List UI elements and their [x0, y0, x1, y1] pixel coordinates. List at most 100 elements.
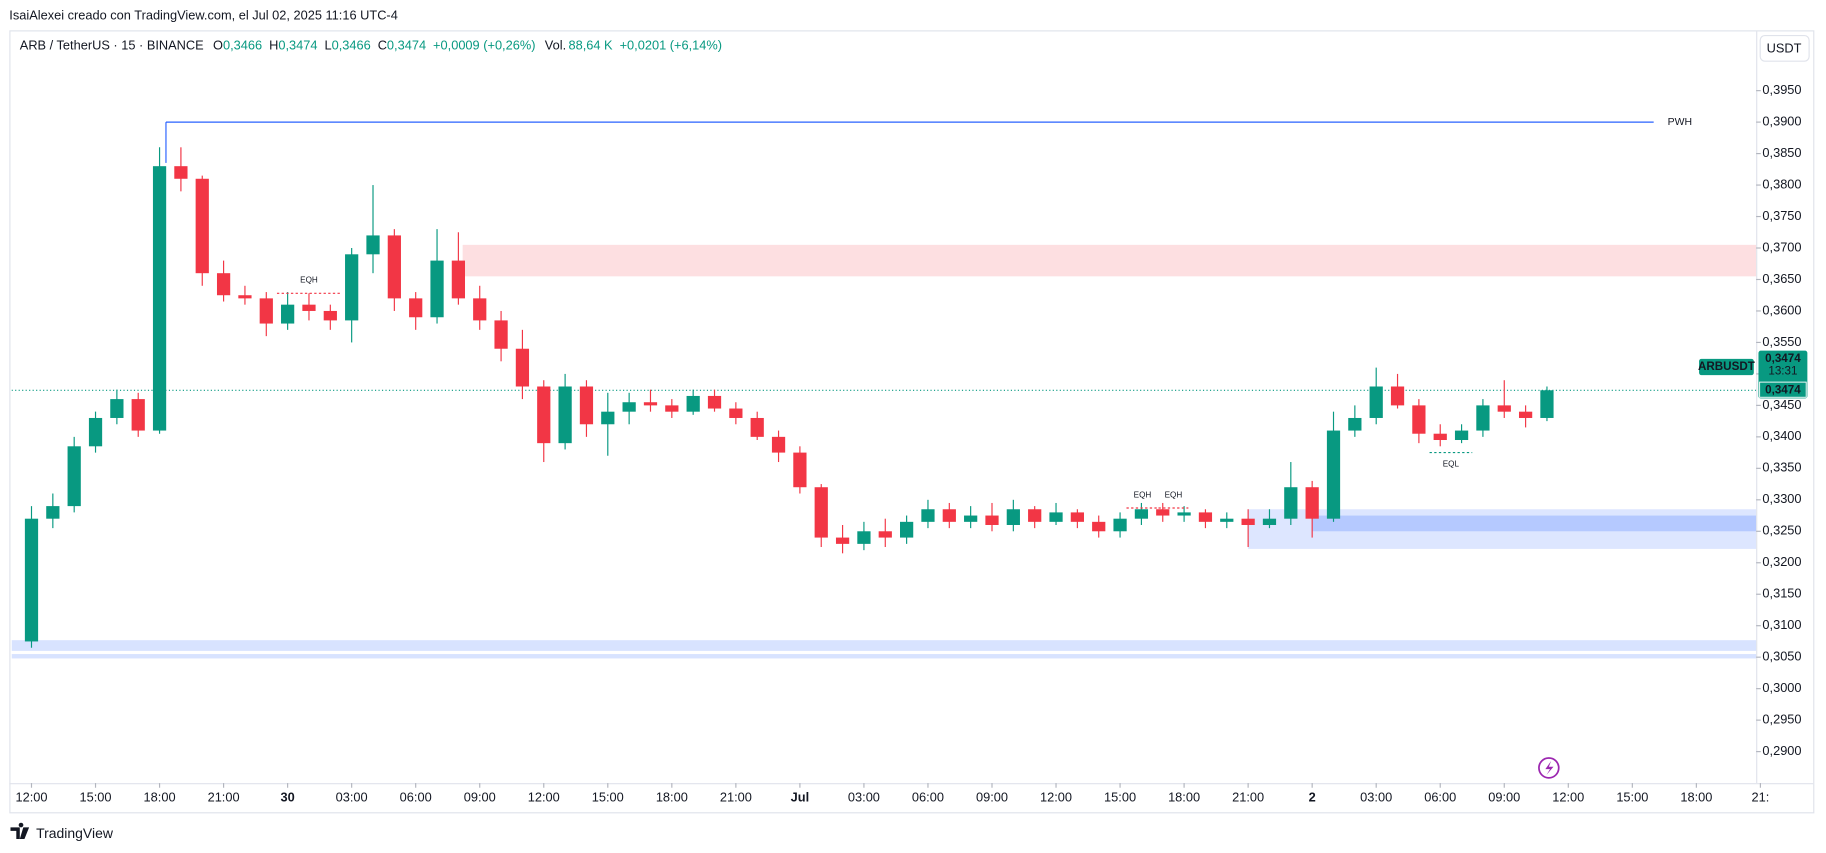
- candle-body: [1348, 417, 1362, 431]
- legend-item: 88,64 K: [568, 38, 613, 53]
- candle-body: [1092, 521, 1106, 532]
- x-tick-label: 09:00: [1488, 790, 1520, 805]
- candle-body: [195, 178, 209, 274]
- level-label: EQH: [1134, 490, 1152, 499]
- zone: [11, 640, 1757, 651]
- y-tick-label: 0,3050: [1762, 649, 1801, 664]
- legend-item: H: [269, 38, 278, 53]
- candle-body: [1198, 512, 1213, 522]
- y-tick-label: 0,3100: [1762, 617, 1801, 632]
- candle-body: [985, 515, 999, 525]
- y-tick-label: 0,3850: [1762, 145, 1801, 160]
- levels: PWH EQH EQH EQH EQL: [165, 117, 1692, 509]
- replay-bolt[interactable]: [1545, 760, 1554, 775]
- symbol-tag-label: ARBUSDT: [1698, 360, 1755, 373]
- brand-logo: [10, 822, 30, 840]
- x-tick-label: 09:00: [976, 790, 1008, 805]
- zone: [1312, 515, 1757, 532]
- y-tick-label: 0,3750: [1762, 208, 1801, 223]
- x-tick-label: 18:00: [656, 790, 688, 805]
- x-tick-label: 18:00: [1168, 790, 1200, 805]
- candle-body: [1177, 512, 1191, 516]
- candles: [24, 147, 1554, 648]
- x-tick-label: 15:00: [1616, 790, 1648, 805]
- legend-item: 0,3466: [332, 38, 371, 53]
- y-tick-label: 0,3550: [1762, 334, 1801, 349]
- x-tick-label: 21:00: [1232, 790, 1264, 805]
- candle-body: [1028, 509, 1042, 522]
- candle-body: [430, 260, 444, 318]
- x-tick-label: 15:00: [80, 790, 112, 805]
- candle-body: [259, 298, 273, 324]
- y-tick-label: 0,3950: [1762, 82, 1801, 97]
- y-tick-label: 0,3350: [1762, 460, 1801, 475]
- candle-body: [131, 399, 145, 431]
- zone: [462, 244, 1757, 277]
- level-label: EQL: [1443, 459, 1460, 468]
- candle-body: [1134, 509, 1149, 519]
- candle-body: [1390, 386, 1405, 406]
- candle-body: [1070, 512, 1084, 522]
- y-tick-label: 0,2900: [1762, 743, 1801, 758]
- candle-body: [835, 537, 850, 544]
- y-tick-label: 0,3650: [1762, 271, 1801, 286]
- x-tick-label: 12:00: [528, 790, 560, 805]
- legend-item: C: [378, 38, 387, 53]
- candle-body: [1284, 487, 1298, 519]
- candle-body: [665, 405, 679, 412]
- candle-body: [281, 304, 295, 324]
- legend-item: 0,3466: [223, 38, 262, 53]
- candle-body: [1518, 411, 1533, 418]
- candle-body: [409, 298, 423, 318]
- x-tick-label: 09:00: [464, 790, 496, 805]
- candle-body: [643, 402, 658, 406]
- chart-frame: [9, 30, 1815, 814]
- x-tick-label: 2: [1309, 790, 1316, 805]
- legend-item: L: [324, 38, 331, 53]
- x-tick-label: 12:00: [1040, 790, 1072, 805]
- candle-body: [1497, 405, 1511, 412]
- candle-body: [579, 386, 594, 425]
- candle-body: [174, 166, 188, 179]
- candle-body: [942, 509, 956, 522]
- y-tick-label: 0,3300: [1762, 491, 1801, 506]
- candle-body: [686, 395, 700, 412]
- candle-body: [1476, 405, 1490, 431]
- candle-body: [771, 436, 786, 453]
- replay-icon[interactable]: [1538, 757, 1560, 779]
- candle-body: [238, 295, 252, 299]
- candle-body: [964, 515, 978, 522]
- candle-body: [110, 399, 124, 418]
- y-tick-label: 0,3800: [1762, 176, 1801, 191]
- x-tick-label: 12:00: [1552, 790, 1584, 805]
- currency-button[interactable]: USDT: [1759, 34, 1810, 62]
- candle-body: [1220, 518, 1234, 522]
- candle-body: [750, 417, 764, 437]
- candle-body: [1305, 487, 1319, 519]
- candle-body: [793, 452, 807, 488]
- level-label: EQH: [300, 276, 318, 285]
- countdown: 13:31: [1768, 365, 1797, 378]
- currency-button-label[interactable]: USDT: [1767, 40, 1802, 55]
- candle-body: [46, 506, 60, 519]
- symbol-tag: [1699, 358, 1754, 376]
- x-tick-label: 03:00: [336, 790, 368, 805]
- candle-body: [302, 304, 316, 311]
- candle-body: [1049, 512, 1063, 522]
- legend-item: 0,3474: [387, 38, 426, 53]
- brand-name: TradingView: [36, 825, 114, 841]
- level-label: EQH: [1165, 490, 1183, 499]
- candle-body: [1326, 430, 1341, 519]
- price-tag-label: 0,3474: [1765, 383, 1801, 396]
- candle-body: [900, 521, 914, 538]
- zones: [11, 244, 1757, 659]
- replay-circle[interactable]: [1538, 757, 1560, 779]
- brand: TradingView: [10, 822, 114, 841]
- zone: [11, 654, 1757, 659]
- currency-button-box[interactable]: [1759, 34, 1810, 62]
- y-tick-label: 0,3000: [1762, 680, 1801, 695]
- candle-body: [1156, 509, 1170, 516]
- y-tick-label: 0,3700: [1762, 239, 1801, 254]
